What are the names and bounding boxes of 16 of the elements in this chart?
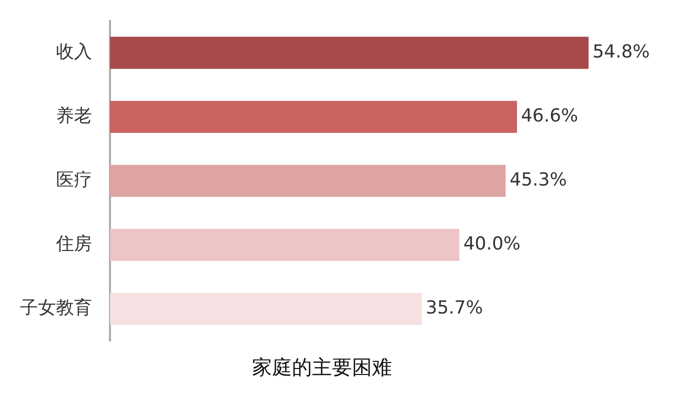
data-label: 54.8% — [592, 41, 650, 62]
data-label: 45.3% — [510, 170, 567, 191]
y-tick-label: 子女教育 — [20, 298, 92, 319]
bar — [110, 228, 460, 261]
data-label: 35.7% — [426, 298, 483, 319]
y-tick-label: 住房 — [55, 234, 92, 255]
bar — [110, 36, 589, 69]
y-tick-label: 医疗 — [56, 170, 92, 191]
bar — [110, 100, 517, 133]
text: 家庭的主要困难 — [252, 355, 392, 380]
data-label: 46.6% — [520, 106, 578, 127]
bar — [110, 292, 422, 325]
y-tick-label: 养老 — [56, 106, 92, 127]
data-label: 40.0% — [463, 234, 521, 255]
bar — [110, 164, 506, 197]
y-tick-label: 收入 — [56, 41, 92, 62]
